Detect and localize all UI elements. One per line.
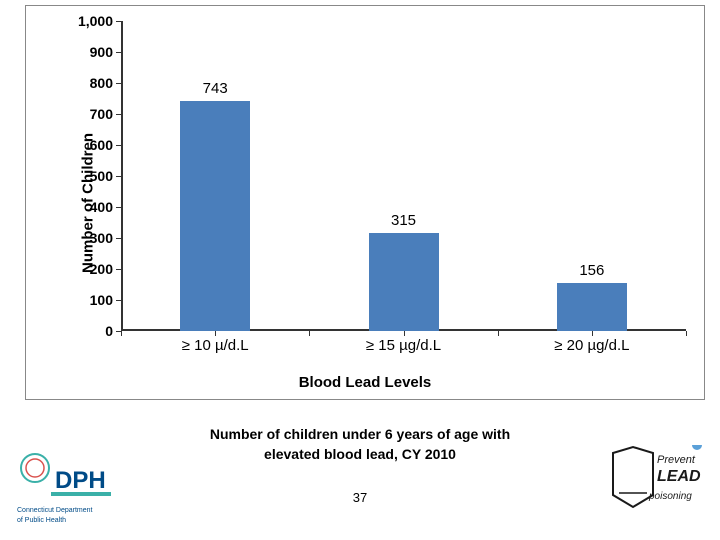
x-tick-mark bbox=[686, 331, 687, 336]
bar: 743 bbox=[180, 101, 250, 331]
bar-value-label: 315 bbox=[391, 212, 416, 233]
dph-sub2: of Public Health bbox=[17, 517, 66, 524]
chart-container: Number of Children Blood Lead Levels 010… bbox=[25, 5, 705, 400]
y-tick-mark bbox=[116, 300, 121, 301]
y-tick-mark bbox=[116, 238, 121, 239]
y-tick-mark bbox=[116, 52, 121, 53]
caption-line-2: elevated blood lead, CY 2010 bbox=[110, 445, 610, 465]
y-tick-mark bbox=[116, 21, 121, 22]
poisoning-text: poisoning bbox=[648, 491, 692, 502]
x-tick-mark bbox=[404, 331, 405, 336]
prevent-text: Prevent bbox=[657, 454, 696, 466]
x-tick-mark bbox=[309, 331, 310, 336]
y-tick-mark bbox=[116, 145, 121, 146]
y-tick-mark bbox=[116, 269, 121, 270]
y-tick-mark bbox=[116, 176, 121, 177]
plot-area: 01002003004005006007008009001,000743≥ 10… bbox=[121, 21, 686, 331]
y-axis-line bbox=[121, 21, 123, 331]
x-axis-label: Blood Lead Levels bbox=[299, 374, 432, 391]
dph-text: DPH bbox=[55, 467, 106, 494]
bar-value-label: 743 bbox=[203, 80, 228, 101]
x-tick-mark bbox=[121, 331, 122, 336]
y-tick-mark bbox=[116, 207, 121, 208]
page-number: 37 bbox=[353, 490, 367, 505]
dph-logo: DPH Connecticut Department of Public Hea… bbox=[15, 450, 130, 530]
x-tick-mark bbox=[215, 331, 216, 336]
bar: 156 bbox=[557, 283, 627, 331]
x-tick-mark bbox=[592, 331, 593, 336]
caption-line-1: Number of children under 6 years of age … bbox=[110, 425, 610, 445]
lead-text: LEAD bbox=[657, 468, 701, 485]
y-tick-mark bbox=[116, 83, 121, 84]
y-tick-mark bbox=[116, 114, 121, 115]
bar: 315 bbox=[369, 233, 439, 331]
prevent-lead-logo: Prevent LEAD poisoning bbox=[605, 445, 705, 515]
x-tick-mark bbox=[498, 331, 499, 336]
dph-sub1: Connecticut Department bbox=[17, 507, 93, 514]
bar-value-label: 156 bbox=[579, 262, 604, 283]
y-tick-label: 1,000 bbox=[78, 13, 121, 29]
chart-caption: Number of children under 6 years of age … bbox=[110, 425, 610, 464]
